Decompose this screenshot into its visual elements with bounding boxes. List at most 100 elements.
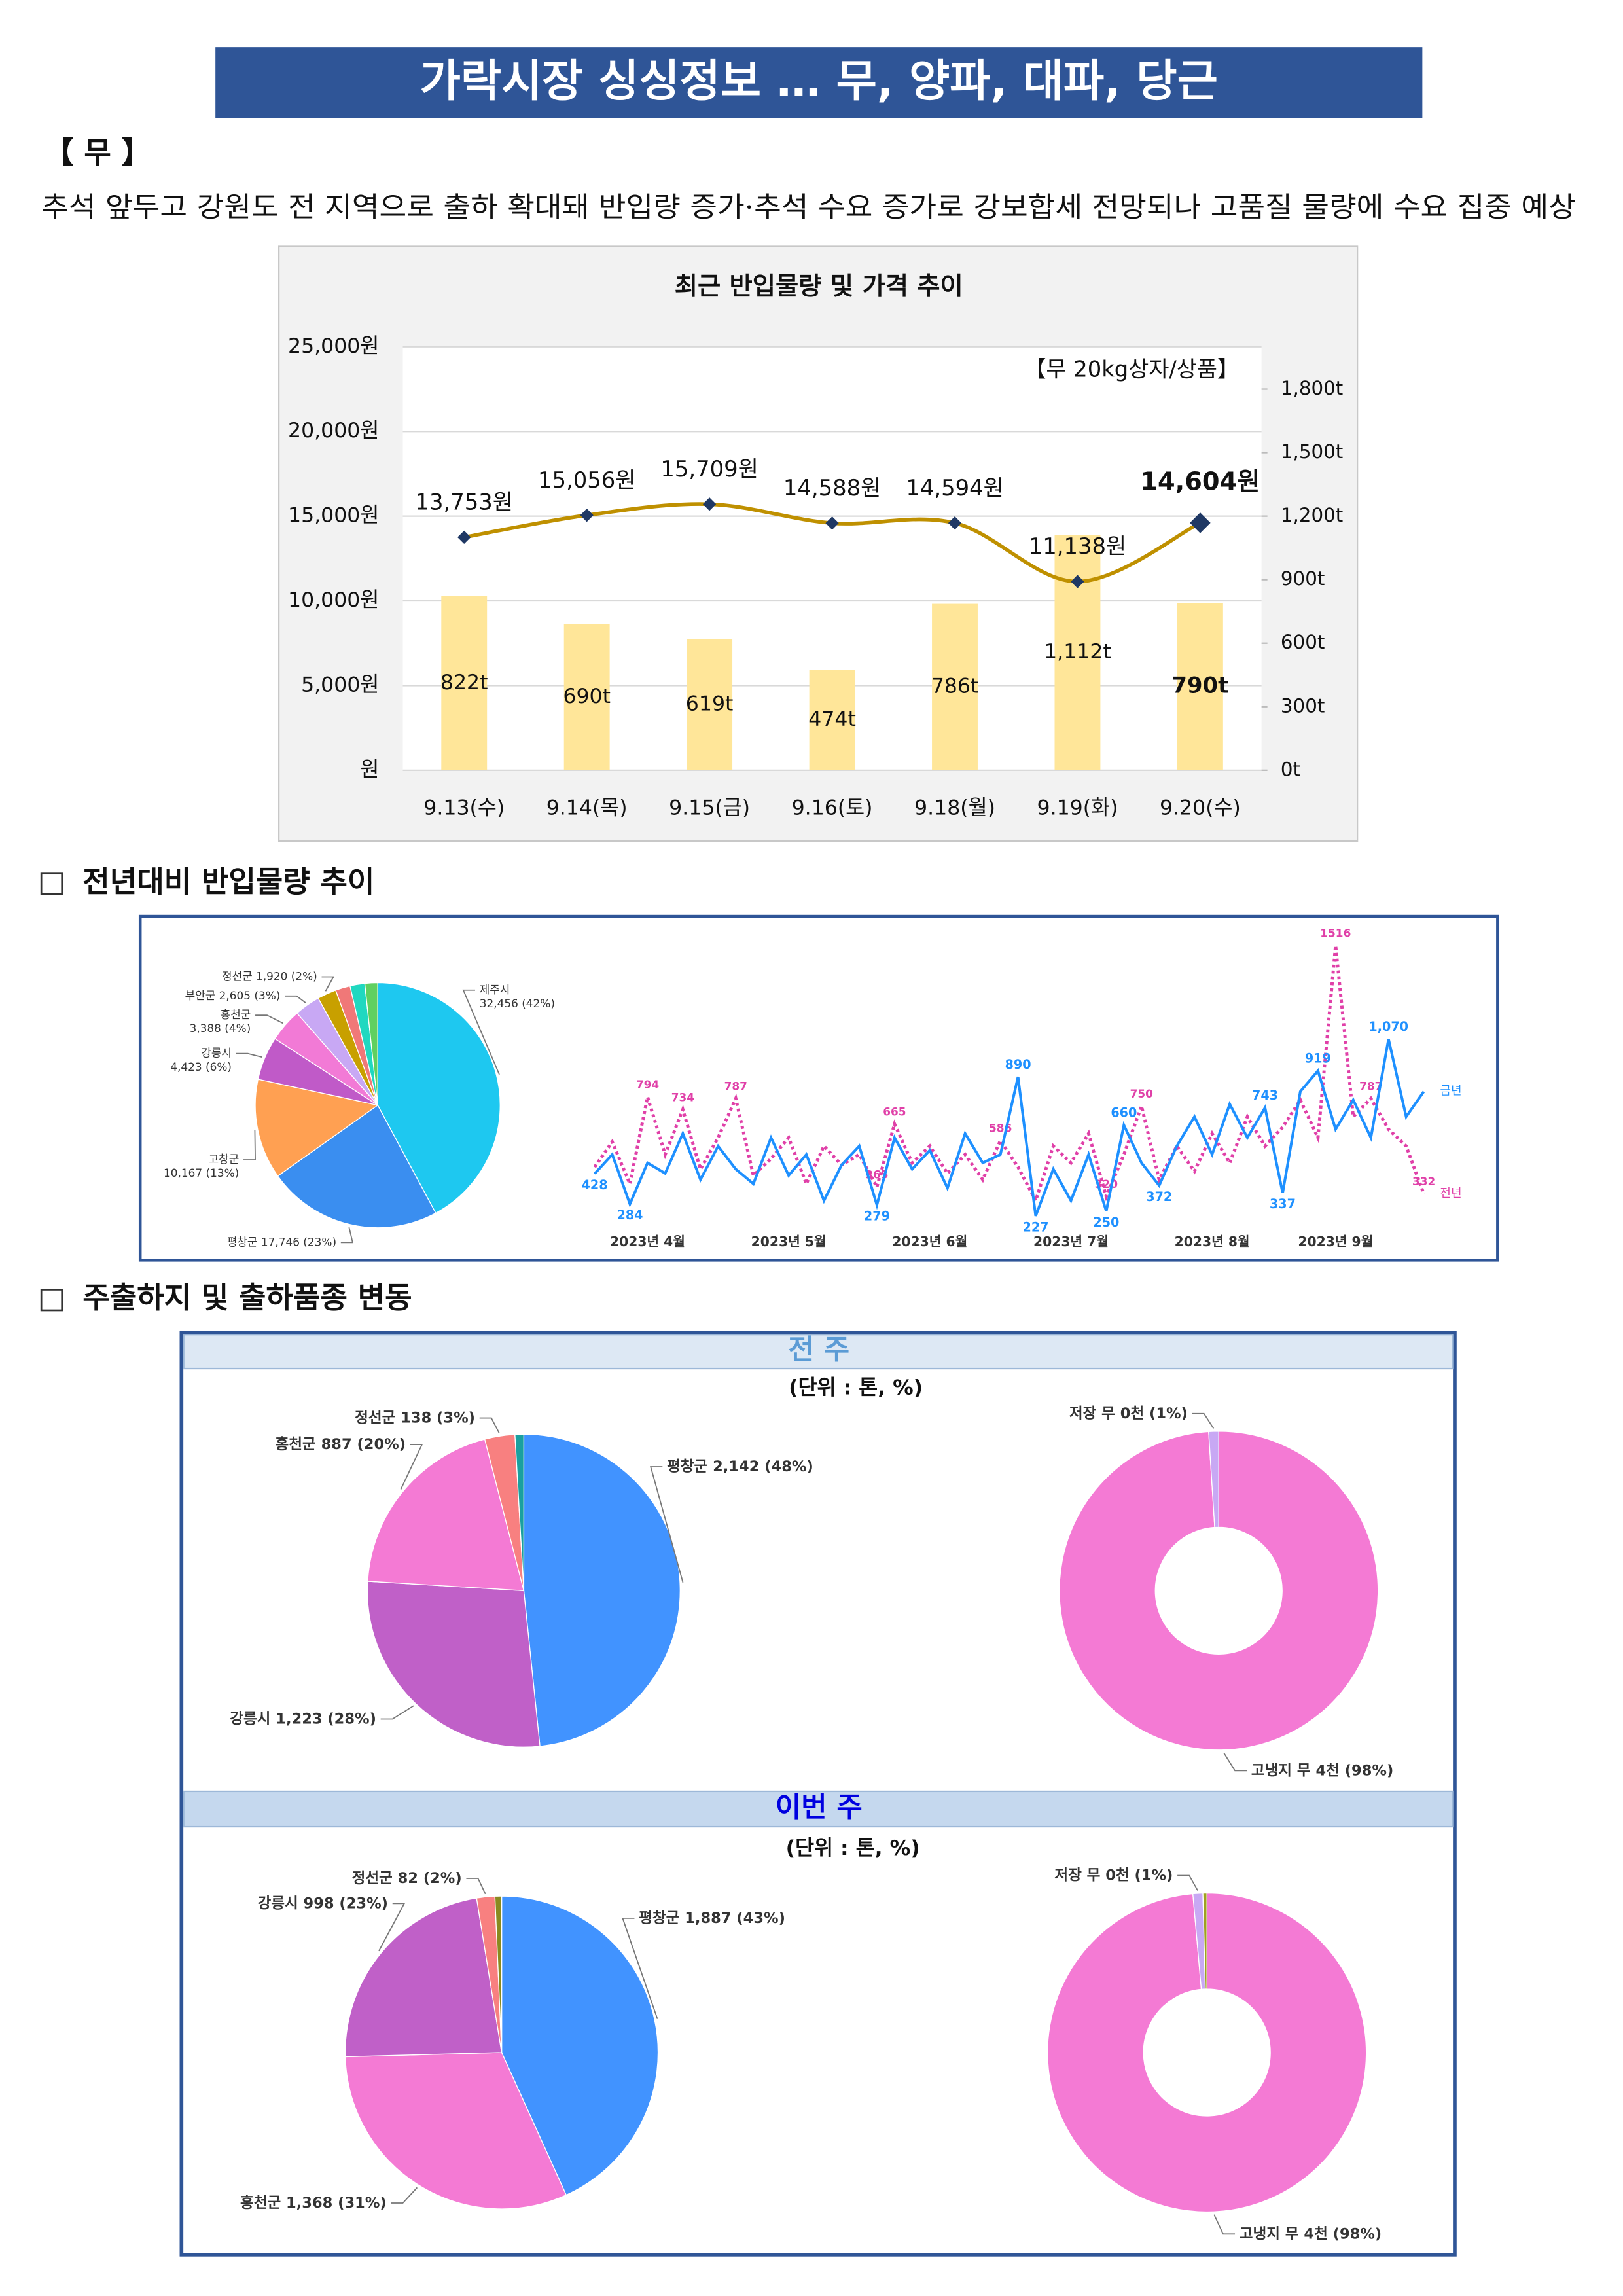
data-label: 1,070 [1368, 1019, 1408, 1034]
slice-name: 고냉지 무 [1240, 2225, 1299, 2242]
slice-value: 1,887 (43%) [685, 1909, 785, 1926]
y-tick-label: 20,000원 [288, 419, 379, 442]
slice-value: 0천 (1%) [1105, 1867, 1173, 1884]
slice-label: 강릉시 4,423 (6%) [170, 1047, 232, 1073]
slice-value: 82 (2%) [398, 1869, 462, 1886]
data-label: 890 [1005, 1057, 1031, 1072]
slice-value: 887 (20%) [321, 1436, 406, 1453]
leader-line [479, 1417, 500, 1434]
data-label: 227 [1023, 1219, 1049, 1234]
x-tick-label: 9.16(토) [792, 796, 873, 819]
series-line [593, 945, 1425, 1205]
data-label: 794 [636, 1078, 659, 1091]
bar [809, 670, 855, 770]
unit-label: (단위 : 톤, %) [786, 1837, 920, 1860]
slice [344, 2052, 567, 2210]
x-tick-label: 9.13(수) [423, 796, 505, 819]
bar [932, 603, 978, 770]
slice [367, 1439, 525, 1592]
slice-name: 부안군 [185, 989, 216, 1002]
legend-label: 전년 [1440, 1187, 1461, 1200]
slice-name: 정선군 [352, 1869, 393, 1886]
leader-line [1192, 1412, 1215, 1429]
slice-label: 강릉시 1,223 (28%) [230, 1710, 376, 1727]
x-tick-label: 9.15(금) [669, 796, 750, 819]
slice-label: 정선군 1,920 (2%) [222, 969, 317, 982]
week-band [183, 1334, 1454, 1370]
checkbox [40, 1289, 63, 1312]
x-tick-label: 2023년 4월 [610, 1234, 685, 1249]
slice [366, 1581, 541, 1748]
price-label: 14,594원 [906, 475, 1003, 501]
y2-tick-label: 900t [1281, 567, 1325, 590]
slice-value: 998 (23%) [304, 1895, 388, 1912]
slice-value: 10,167 (13%) [164, 1166, 239, 1179]
x-tick-label: 2023년 6월 [892, 1234, 967, 1249]
bar-label: 619t [686, 692, 734, 716]
slice-value: 2,605 (3%) [219, 989, 281, 1002]
bar [1177, 603, 1223, 770]
data-label: 1516 [1320, 927, 1351, 940]
checkbox [40, 872, 63, 895]
slice [1202, 1892, 1207, 1990]
summary: 추석 앞두고 강원도 전 지역으로 출하 확대돼 반입량 증가·추석 수요 증가… [41, 191, 1576, 224]
leader-line [380, 1705, 414, 1720]
bar-label: 1,112t [1044, 640, 1111, 664]
slice-name: 강릉시 [230, 1710, 270, 1727]
slice-value: 0천 (1%) [1120, 1405, 1188, 1422]
x-tick-label: 2023년 7월 [1033, 1234, 1109, 1249]
slice [1046, 1892, 1367, 2213]
slice [277, 1104, 437, 1229]
slice [1208, 1431, 1219, 1528]
price-marker [457, 530, 471, 545]
slice-label: 부안군 2,605 (3%) [185, 989, 281, 1002]
slice-name: 고창군 [209, 1153, 240, 1166]
data-label: 750 [1130, 1087, 1153, 1100]
leader-line [285, 995, 306, 1003]
data-label: 250 [1093, 1215, 1119, 1230]
slice-label: 홍천군 1,368 (31%) [240, 2194, 387, 2211]
slice-name: 강릉시 [201, 1047, 232, 1060]
bar [441, 596, 488, 770]
slice-value: 2,142 (48%) [713, 1458, 813, 1475]
y2-tick-label: 300t [1281, 694, 1325, 717]
slice-label: 고냉지 무 4천 (98%) [1240, 2225, 1382, 2242]
leader-line [340, 1227, 353, 1244]
data-label: 787 [1359, 1079, 1382, 1092]
week-band [183, 1790, 1454, 1828]
week-label: 전 주 [788, 1334, 849, 1367]
x-tick-label: 9.14(목) [546, 796, 628, 819]
legend-label: 금년 [1440, 1085, 1461, 1098]
slice-value: 17,746 (23%) [261, 1235, 336, 1248]
leader-line [462, 989, 500, 1075]
section-heading: 전년대비 반입물량 추이 [82, 864, 374, 899]
data-label: 919 [1305, 1050, 1331, 1066]
x-tick-label: 2023년 9월 [1298, 1234, 1373, 1249]
slice-name: 홍천군 [221, 1008, 251, 1021]
leader-line [391, 2187, 418, 2204]
slice-name: 정선군 [355, 1409, 395, 1426]
slice-value: 4,423 (6%) [170, 1060, 232, 1073]
bar-label: 474t [808, 708, 856, 731]
slice-value: 1,368 (31%) [286, 2194, 387, 2211]
slice-label: 고냉지 무 4천 (98%) [1251, 1762, 1393, 1779]
bar-label: 690t [563, 685, 611, 708]
slice-name: 고냉지 무 [1251, 1762, 1311, 1779]
data-label: 660 [1111, 1105, 1137, 1120]
slice-label: 저장 무 0천 (1%) [1069, 1405, 1188, 1422]
slice-value: 32,456 (42%) [480, 997, 555, 1010]
slice-label: 평창군 2,142 (48%) [667, 1458, 813, 1475]
slice-value: 138 (3%) [401, 1409, 475, 1426]
slice-label: 정선군 82 (2%) [352, 1869, 462, 1886]
section-heading: 【 무 】 [45, 135, 151, 170]
y2-tick-label: 0t [1281, 758, 1300, 780]
title-bar [215, 47, 1423, 118]
data-label: 332 [1412, 1175, 1435, 1188]
slice-label: 강릉시 998 (23%) [258, 1895, 388, 1912]
bar [563, 624, 610, 770]
y2-tick-label: 1,500t [1281, 440, 1343, 463]
price-marker [1071, 575, 1084, 588]
series-line [594, 1039, 1425, 1217]
bar [1054, 535, 1101, 770]
bar-label: 786t [931, 675, 979, 698]
